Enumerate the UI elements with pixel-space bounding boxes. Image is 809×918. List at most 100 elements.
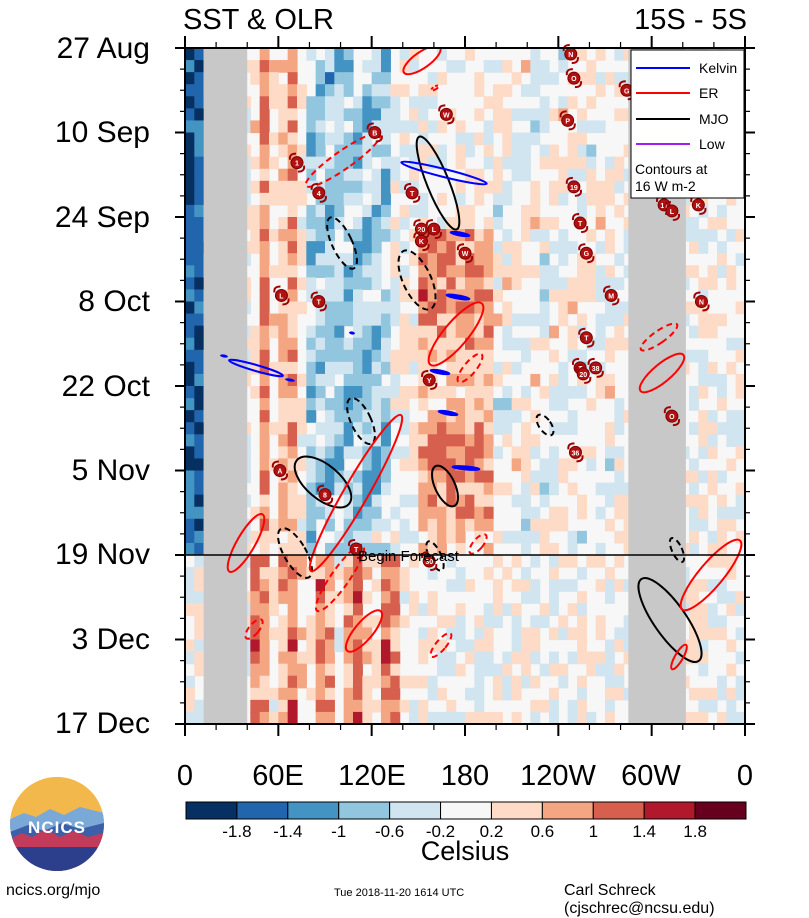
field-cell xyxy=(343,639,354,653)
field-cell xyxy=(549,422,559,435)
field-cell xyxy=(521,168,531,182)
field-cell xyxy=(446,518,457,532)
field-cell xyxy=(614,168,625,182)
field-cell xyxy=(343,470,354,484)
field-cell xyxy=(353,494,363,508)
field-cell xyxy=(381,217,391,230)
field-cell xyxy=(614,627,625,641)
field-cell xyxy=(549,277,559,291)
mjo-contour xyxy=(425,540,445,572)
field-cell xyxy=(409,494,419,508)
field-cell xyxy=(250,651,261,665)
storm-marker-circle xyxy=(273,464,287,477)
field-cell xyxy=(567,579,578,592)
field-cell xyxy=(269,265,279,278)
field-cell xyxy=(465,494,475,508)
field-cell xyxy=(539,386,550,399)
field-cell xyxy=(315,72,326,85)
field-cell xyxy=(362,241,373,254)
field-cell xyxy=(614,422,625,435)
field-cell xyxy=(390,96,401,109)
field-cell xyxy=(586,144,597,158)
field-cell xyxy=(353,180,363,194)
field-cell xyxy=(418,422,429,435)
field-cell xyxy=(483,470,494,484)
field-cell xyxy=(278,168,289,182)
field-cell xyxy=(567,699,578,713)
field-cell xyxy=(567,555,578,568)
field-cell xyxy=(483,567,494,580)
field-cell xyxy=(259,373,270,387)
field-cell xyxy=(455,241,466,254)
field-cell xyxy=(474,422,485,435)
storm-marker-circle xyxy=(589,361,603,375)
field-cell xyxy=(287,555,298,568)
footer-url[interactable]: ncics.org/mjo xyxy=(6,882,101,899)
field-cell xyxy=(343,84,354,97)
field-cell xyxy=(577,530,587,544)
field-cell xyxy=(502,156,513,170)
storm-marker-circle xyxy=(691,198,705,212)
field-cell xyxy=(194,651,205,665)
field-cell xyxy=(343,651,354,665)
field-cell xyxy=(185,639,195,653)
field-cell xyxy=(595,289,606,303)
storm-marker: N xyxy=(693,291,710,312)
field-cell xyxy=(278,651,289,665)
mjo-contour xyxy=(397,249,437,311)
field-cell xyxy=(521,530,531,544)
field-cell xyxy=(259,132,270,146)
field-cell xyxy=(306,386,317,399)
field-cell xyxy=(306,204,317,218)
field-cell xyxy=(717,470,727,484)
field-cell xyxy=(595,313,606,327)
field-cell xyxy=(502,325,513,339)
er-contour xyxy=(308,413,404,573)
field-cell xyxy=(465,470,475,484)
field-cell xyxy=(259,530,270,544)
field-cell xyxy=(250,156,261,170)
field-cell xyxy=(250,687,261,701)
field-cell xyxy=(390,542,401,556)
field-cell xyxy=(390,530,401,544)
field-cell xyxy=(521,470,531,484)
field-cell xyxy=(325,542,335,556)
field-cell xyxy=(185,458,195,472)
field-cell xyxy=(511,144,522,158)
field-cell xyxy=(381,168,391,182)
field-cell xyxy=(371,470,382,484)
field-cell xyxy=(278,349,289,363)
field-cell xyxy=(287,253,298,266)
field-cell xyxy=(493,180,503,194)
field-cell xyxy=(306,446,317,460)
field-cell xyxy=(539,301,550,315)
field-cell xyxy=(474,518,485,532)
field-cell xyxy=(381,639,391,653)
field-cell xyxy=(567,96,578,109)
field-cell xyxy=(278,96,289,109)
field-cell xyxy=(707,555,718,568)
field-cell xyxy=(381,675,391,689)
field-cell xyxy=(735,373,745,387)
field-cell xyxy=(315,458,326,472)
field-cell xyxy=(511,277,522,291)
field-cell xyxy=(577,48,587,61)
field-cell xyxy=(707,627,718,641)
field-cell xyxy=(549,627,559,641)
field-cell xyxy=(726,265,737,278)
field-cell xyxy=(577,639,587,653)
field-cell xyxy=(726,361,737,375)
storm-marker-circle xyxy=(458,246,472,260)
field-cell xyxy=(315,349,326,363)
field-cell xyxy=(577,567,587,580)
field-cell xyxy=(735,229,745,242)
field-cell xyxy=(325,687,335,701)
field-cell xyxy=(437,639,447,653)
field-cell xyxy=(259,627,270,641)
field-cell xyxy=(343,373,354,387)
field-cell xyxy=(707,470,718,484)
field-cell xyxy=(455,144,466,158)
field-cell xyxy=(315,217,326,230)
field-cell xyxy=(194,627,205,641)
field-cell xyxy=(259,277,270,291)
